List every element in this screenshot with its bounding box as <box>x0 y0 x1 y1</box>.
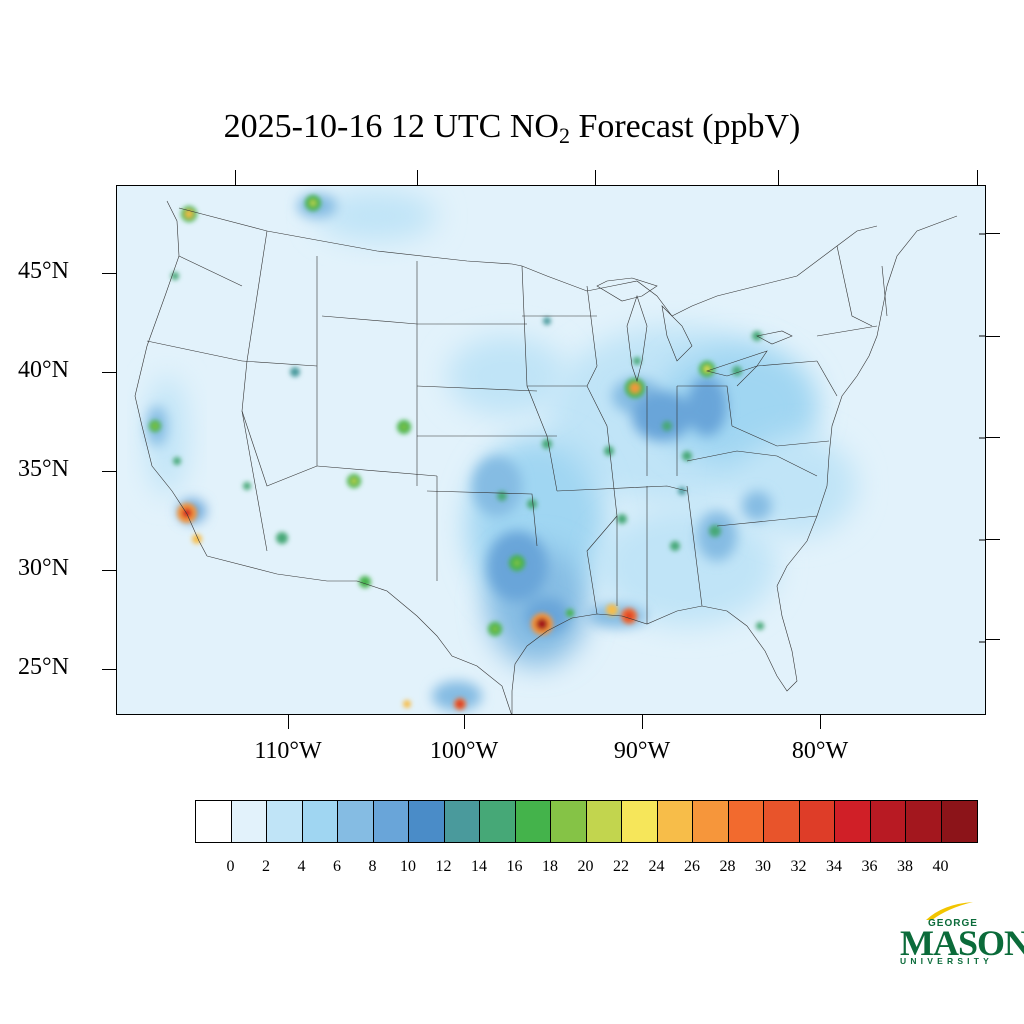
bottom-tick <box>288 715 289 729</box>
map-svg <box>134 191 985 714</box>
top-tick <box>417 170 418 185</box>
colorbar-label: 16 <box>506 858 523 875</box>
colorbar-label: 24 <box>648 858 665 875</box>
right-ticks <box>979 233 985 643</box>
colorbar-swatch <box>835 801 871 842</box>
colorbar-swatch <box>622 801 658 842</box>
lat-label-25: 25°N <box>18 654 69 680</box>
colorbar-swatch <box>231 801 267 842</box>
colorbar-label: 18 <box>542 858 558 875</box>
left-tick <box>102 372 116 373</box>
lat-label-30: 30°N <box>18 555 69 581</box>
colorbar-label: 38 <box>897 858 913 875</box>
colorbar-label: 14 <box>471 858 487 875</box>
colorbar-swatch <box>302 801 338 842</box>
right-tick <box>986 233 1000 234</box>
colorbar-label: 2 <box>262 858 270 875</box>
lat-label-35: 35°N <box>18 456 69 482</box>
colorbar-swatch <box>551 801 587 842</box>
colorbar-label: 0 <box>226 858 235 875</box>
colorbar-swatch <box>728 801 764 842</box>
colorbar-label: 4 <box>297 858 306 875</box>
colorbar-swatch <box>693 801 729 842</box>
top-tick <box>778 170 779 185</box>
hotspots <box>149 195 764 710</box>
colorbar-swatch <box>799 801 835 842</box>
lon-label-100: 100°W <box>429 738 499 764</box>
left-tick <box>102 570 116 571</box>
colorbar-swatch <box>196 801 232 842</box>
colorbar-swatch <box>480 801 516 842</box>
top-tick <box>595 170 596 185</box>
colorbar-label: 20 <box>577 858 594 875</box>
colorbar-swatch <box>870 801 906 842</box>
colorbar-label: 26 <box>684 858 700 875</box>
lon-label-80: 80°W <box>791 738 849 764</box>
logo-swoosh-icon <box>926 902 973 920</box>
colorbar-label: 34 <box>826 858 842 875</box>
right-tick <box>986 336 1000 337</box>
bottom-tick <box>820 715 821 729</box>
chart-title: 2025-10-16 12 UTC NO2 Forecast (ppbV) <box>223 108 801 148</box>
bottom-tick <box>642 715 643 729</box>
top-tick <box>977 170 978 185</box>
colorbar-swatch <box>764 801 800 842</box>
lat-label-40: 40°N <box>18 357 69 383</box>
colorbar-label: 40 <box>932 858 949 875</box>
left-tick <box>102 669 116 670</box>
left-tick <box>102 471 116 472</box>
bottom-tick <box>464 715 465 729</box>
logo-line1: GEORGE <box>928 918 978 929</box>
colorbar-swatch <box>515 801 551 842</box>
boundaries <box>134 200 958 714</box>
colorbar-label: 36 <box>861 858 878 875</box>
lon-label-110: 110°W <box>254 738 322 764</box>
colorbar-label: 32 <box>790 858 807 875</box>
colorbar-swatch <box>657 801 693 842</box>
logo-line2: MASON <box>900 923 1024 963</box>
colorbar <box>195 800 978 843</box>
colorbar-label: 8 <box>368 858 377 875</box>
colorbar-swatch <box>941 801 977 842</box>
colorbar-swatch <box>444 801 480 842</box>
right-tick <box>986 437 1000 438</box>
logo-line3: UNIVERSITY <box>900 956 994 966</box>
left-tick <box>102 273 116 274</box>
colorbar-swatch <box>906 801 942 842</box>
gmu-logo: GEORGE MASON UNIVERSITY <box>898 900 1024 970</box>
right-tick <box>986 639 1000 640</box>
colorbar-swatch <box>373 801 409 842</box>
colorbar-label: 10 <box>400 858 416 875</box>
colorbar-swatch <box>338 801 374 842</box>
colorbar-swatch <box>267 801 303 842</box>
forecast-map <box>116 185 986 715</box>
lat-label-45: 45°N <box>18 258 69 284</box>
top-tick <box>235 170 236 185</box>
right-tick <box>986 539 1000 540</box>
colorbar-swatch <box>586 801 622 842</box>
colorbar-label: 28 <box>719 858 736 875</box>
lon-label-90: 90°W <box>613 738 671 764</box>
colorbar-swatch <box>409 801 445 842</box>
colorbar-label: 22 <box>613 858 629 875</box>
colorbar-label: 12 <box>435 858 452 875</box>
colorbar-label: 30 <box>755 858 771 875</box>
colorbar-label: 6 <box>333 858 341 875</box>
